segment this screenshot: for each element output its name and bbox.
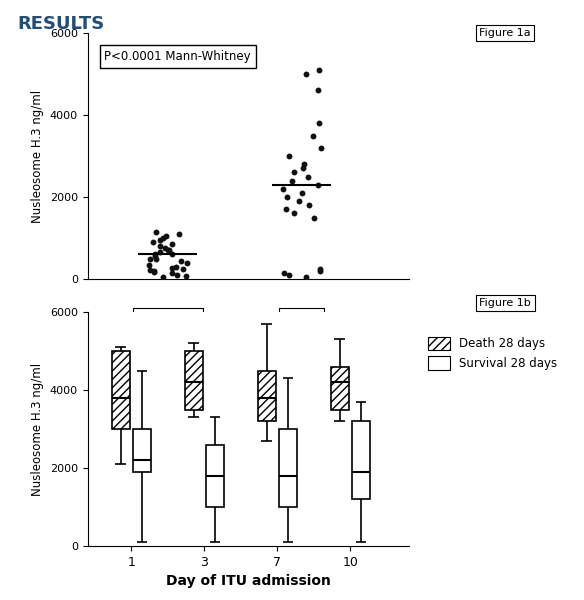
Legend: Death 28 days, Survival 28 days: Death 28 days, Survival 28 days — [428, 337, 557, 370]
Point — [304, 172, 313, 181]
Point — [178, 264, 187, 274]
Point — [297, 188, 306, 197]
Point — [279, 184, 288, 194]
Point — [152, 254, 161, 263]
Point — [289, 209, 298, 218]
Point — [144, 260, 154, 269]
Point — [150, 267, 159, 277]
Point — [315, 118, 324, 128]
Point — [161, 244, 170, 253]
Point — [175, 229, 184, 239]
Bar — [206, 445, 224, 507]
Point — [172, 262, 181, 271]
Text: Non-severe: Non-severe — [136, 312, 200, 322]
Bar — [112, 351, 130, 429]
Point — [315, 266, 325, 275]
Bar — [352, 421, 370, 499]
Point — [299, 160, 308, 169]
Point — [176, 256, 186, 265]
Point — [155, 241, 164, 251]
X-axis label: Day of ITU admission: Day of ITU admission — [166, 574, 331, 588]
Point — [149, 237, 158, 247]
Text: Figure 1a: Figure 1a — [479, 28, 531, 38]
Point — [151, 251, 160, 261]
Point — [151, 250, 160, 259]
Point — [155, 235, 164, 245]
Point — [164, 245, 173, 255]
Text: Figure 1b: Figure 1b — [479, 298, 531, 308]
Point — [155, 248, 165, 257]
Point — [168, 239, 177, 249]
Point — [167, 250, 176, 259]
Point — [314, 180, 323, 190]
Point — [301, 69, 310, 79]
Bar — [279, 429, 297, 507]
Point — [282, 192, 291, 202]
Point — [284, 270, 293, 280]
Text: P<0.0001 Mann-Whitney: P<0.0001 Mann-Whitney — [104, 50, 251, 63]
Point — [167, 263, 176, 272]
Point — [161, 231, 171, 241]
Point — [145, 265, 155, 275]
Point — [290, 167, 299, 177]
Point — [316, 143, 325, 152]
Point — [164, 245, 173, 255]
Point — [182, 258, 192, 268]
Point — [281, 205, 290, 214]
Bar — [258, 370, 276, 421]
Point — [295, 196, 304, 206]
Point — [181, 271, 190, 281]
Text: RESULTS: RESULTS — [18, 15, 105, 33]
Point — [310, 212, 319, 222]
Bar — [133, 429, 151, 472]
Y-axis label: Nusleosome H.3 ng/ml: Nusleosome H.3 ng/ml — [31, 89, 44, 223]
Point — [284, 151, 294, 161]
Point — [151, 227, 161, 236]
Point — [167, 268, 176, 278]
Bar — [331, 367, 349, 409]
Point — [304, 200, 314, 210]
Point — [308, 131, 318, 140]
Point — [313, 86, 322, 95]
Point — [172, 270, 182, 280]
Point — [314, 65, 324, 74]
Y-axis label: Nusleosome H.3 ng/ml: Nusleosome H.3 ng/ml — [31, 362, 44, 496]
Point — [301, 272, 311, 282]
Point — [145, 254, 154, 263]
Point — [158, 233, 167, 243]
Bar — [185, 351, 203, 409]
Point — [287, 176, 297, 185]
Point — [298, 163, 307, 173]
Point — [150, 266, 159, 275]
Point — [316, 264, 325, 274]
Text: Severe: Severe — [282, 312, 321, 322]
Point — [158, 272, 168, 282]
Point — [280, 268, 289, 278]
